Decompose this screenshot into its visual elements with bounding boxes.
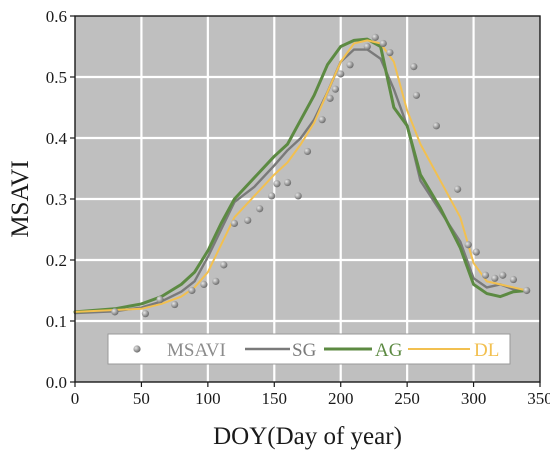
data-point	[244, 216, 252, 224]
x-axis-title: DOY(Day of year)	[213, 423, 402, 450]
y-tick-label: 0.2	[46, 251, 67, 270]
data-point	[464, 241, 472, 249]
grid	[75, 16, 540, 382]
data-point	[363, 42, 371, 51]
data-point	[331, 85, 339, 93]
data-point	[171, 300, 179, 309]
y-axis-title: MSAVI	[7, 160, 34, 237]
y-tick-label: 0.0	[46, 373, 67, 392]
data-point	[212, 277, 220, 285]
x-tick-label: 350	[527, 389, 550, 408]
axis-ticks: 0 50 100 150 200 250 300 350 0.0 0.1 0.2 0.3 0.4 0.5 0…	[46, 7, 550, 408]
x-tick-label: 250	[394, 389, 420, 408]
legend-label-sg: SG	[292, 340, 317, 361]
y-tick-label: 0.1	[46, 312, 67, 331]
data-point	[499, 271, 507, 279]
data-point	[491, 274, 499, 282]
data-point	[326, 94, 334, 102]
x-tick-label: 300	[461, 389, 487, 408]
data-point	[410, 63, 418, 71]
data-point	[386, 49, 394, 57]
data-point	[379, 39, 387, 48]
data-point	[523, 286, 531, 295]
legend-marker-msavi	[133, 345, 141, 353]
data-point	[230, 219, 239, 227]
x-tick-label: 0	[71, 389, 80, 408]
scatter-points	[111, 33, 531, 318]
data-point	[346, 61, 354, 69]
data-point	[481, 271, 490, 279]
data-point	[111, 308, 119, 316]
legend-label-ag: AG	[375, 340, 403, 361]
data-point	[371, 33, 379, 41]
data-point	[432, 122, 440, 130]
y-tick-label: 0.4	[46, 129, 68, 148]
data-point	[268, 192, 276, 200]
series-line-ag	[73, 37, 529, 314]
x-tick-label: 200	[328, 389, 354, 408]
data-point	[156, 296, 164, 304]
data-point	[454, 185, 462, 193]
data-point	[472, 248, 480, 256]
data-point	[200, 280, 208, 288]
data-point	[283, 178, 292, 187]
data-point	[509, 275, 518, 284]
legend-label-dl: DL	[474, 340, 499, 361]
data-point	[188, 286, 196, 295]
y-tick-label: 0.3	[46, 190, 67, 209]
legend-label-msavi: MSAVI	[167, 340, 226, 361]
x-tick-label: 100	[195, 389, 221, 408]
y-tick-label: 0.6	[46, 7, 67, 26]
x-tick-label: 150	[262, 389, 288, 408]
data-point	[294, 192, 302, 200]
data-point	[220, 261, 228, 269]
y-tick-label: 0.5	[46, 68, 67, 87]
data-point	[141, 310, 150, 318]
legend: MSAVI SG AG DL	[107, 333, 511, 365]
data-point	[303, 147, 312, 156]
data-point	[337, 70, 345, 78]
data-point	[412, 91, 421, 99]
data-point	[273, 180, 281, 188]
data-point	[256, 205, 264, 213]
x-tick-label: 50	[133, 389, 150, 408]
data-point	[318, 116, 326, 124]
